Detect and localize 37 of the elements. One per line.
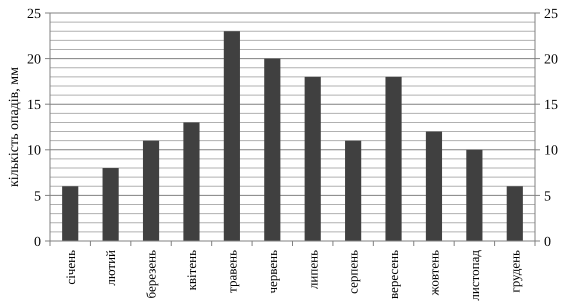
bar: [466, 150, 482, 241]
y-tick-label: 25: [27, 6, 41, 22]
bar: [102, 168, 119, 241]
bar: [426, 132, 442, 241]
x-tick-label: листопад: [466, 250, 482, 301]
bar: [385, 76, 402, 241]
bar: [142, 140, 160, 241]
x-tick-label: вересень: [386, 250, 402, 300]
x-tick-label: квітень: [184, 250, 200, 290]
x-tick-label: серпень: [346, 250, 361, 294]
y2-tick-label: 20: [544, 52, 558, 68]
y-tick-label: 10: [27, 144, 41, 159]
y-tick-label: 20: [27, 52, 41, 68]
bar: [183, 122, 200, 241]
bar: [345, 140, 362, 241]
x-tick-label: жовтень: [426, 250, 442, 296]
y2-tick-label: 10: [544, 144, 558, 159]
x-tick-label: січень: [62, 250, 78, 285]
bar: [264, 58, 280, 241]
x-tick-label: лютий: [103, 250, 118, 286]
bar: [304, 76, 321, 241]
bar: [224, 31, 240, 241]
y2-tick-label: 0: [544, 234, 551, 250]
x-tick-label: травень: [224, 250, 240, 293]
x-tick-label: грудень: [507, 250, 522, 293]
x-tick-label: березень: [144, 250, 159, 298]
y2-tick-label: 25: [544, 6, 558, 22]
y2-tick-label: 15: [544, 98, 558, 114]
y-axis-title: кількість опадів, мм: [7, 66, 22, 188]
x-tick-label: червень: [264, 250, 280, 294]
y-tick-label: 15: [27, 98, 41, 114]
y-tick-label: 5: [34, 189, 41, 204]
x-tick-label: липень: [305, 250, 320, 290]
bar: [506, 186, 523, 241]
y-tick-label: 0: [34, 234, 41, 250]
y2-tick-label: 5: [544, 189, 551, 204]
bar: [62, 186, 78, 241]
